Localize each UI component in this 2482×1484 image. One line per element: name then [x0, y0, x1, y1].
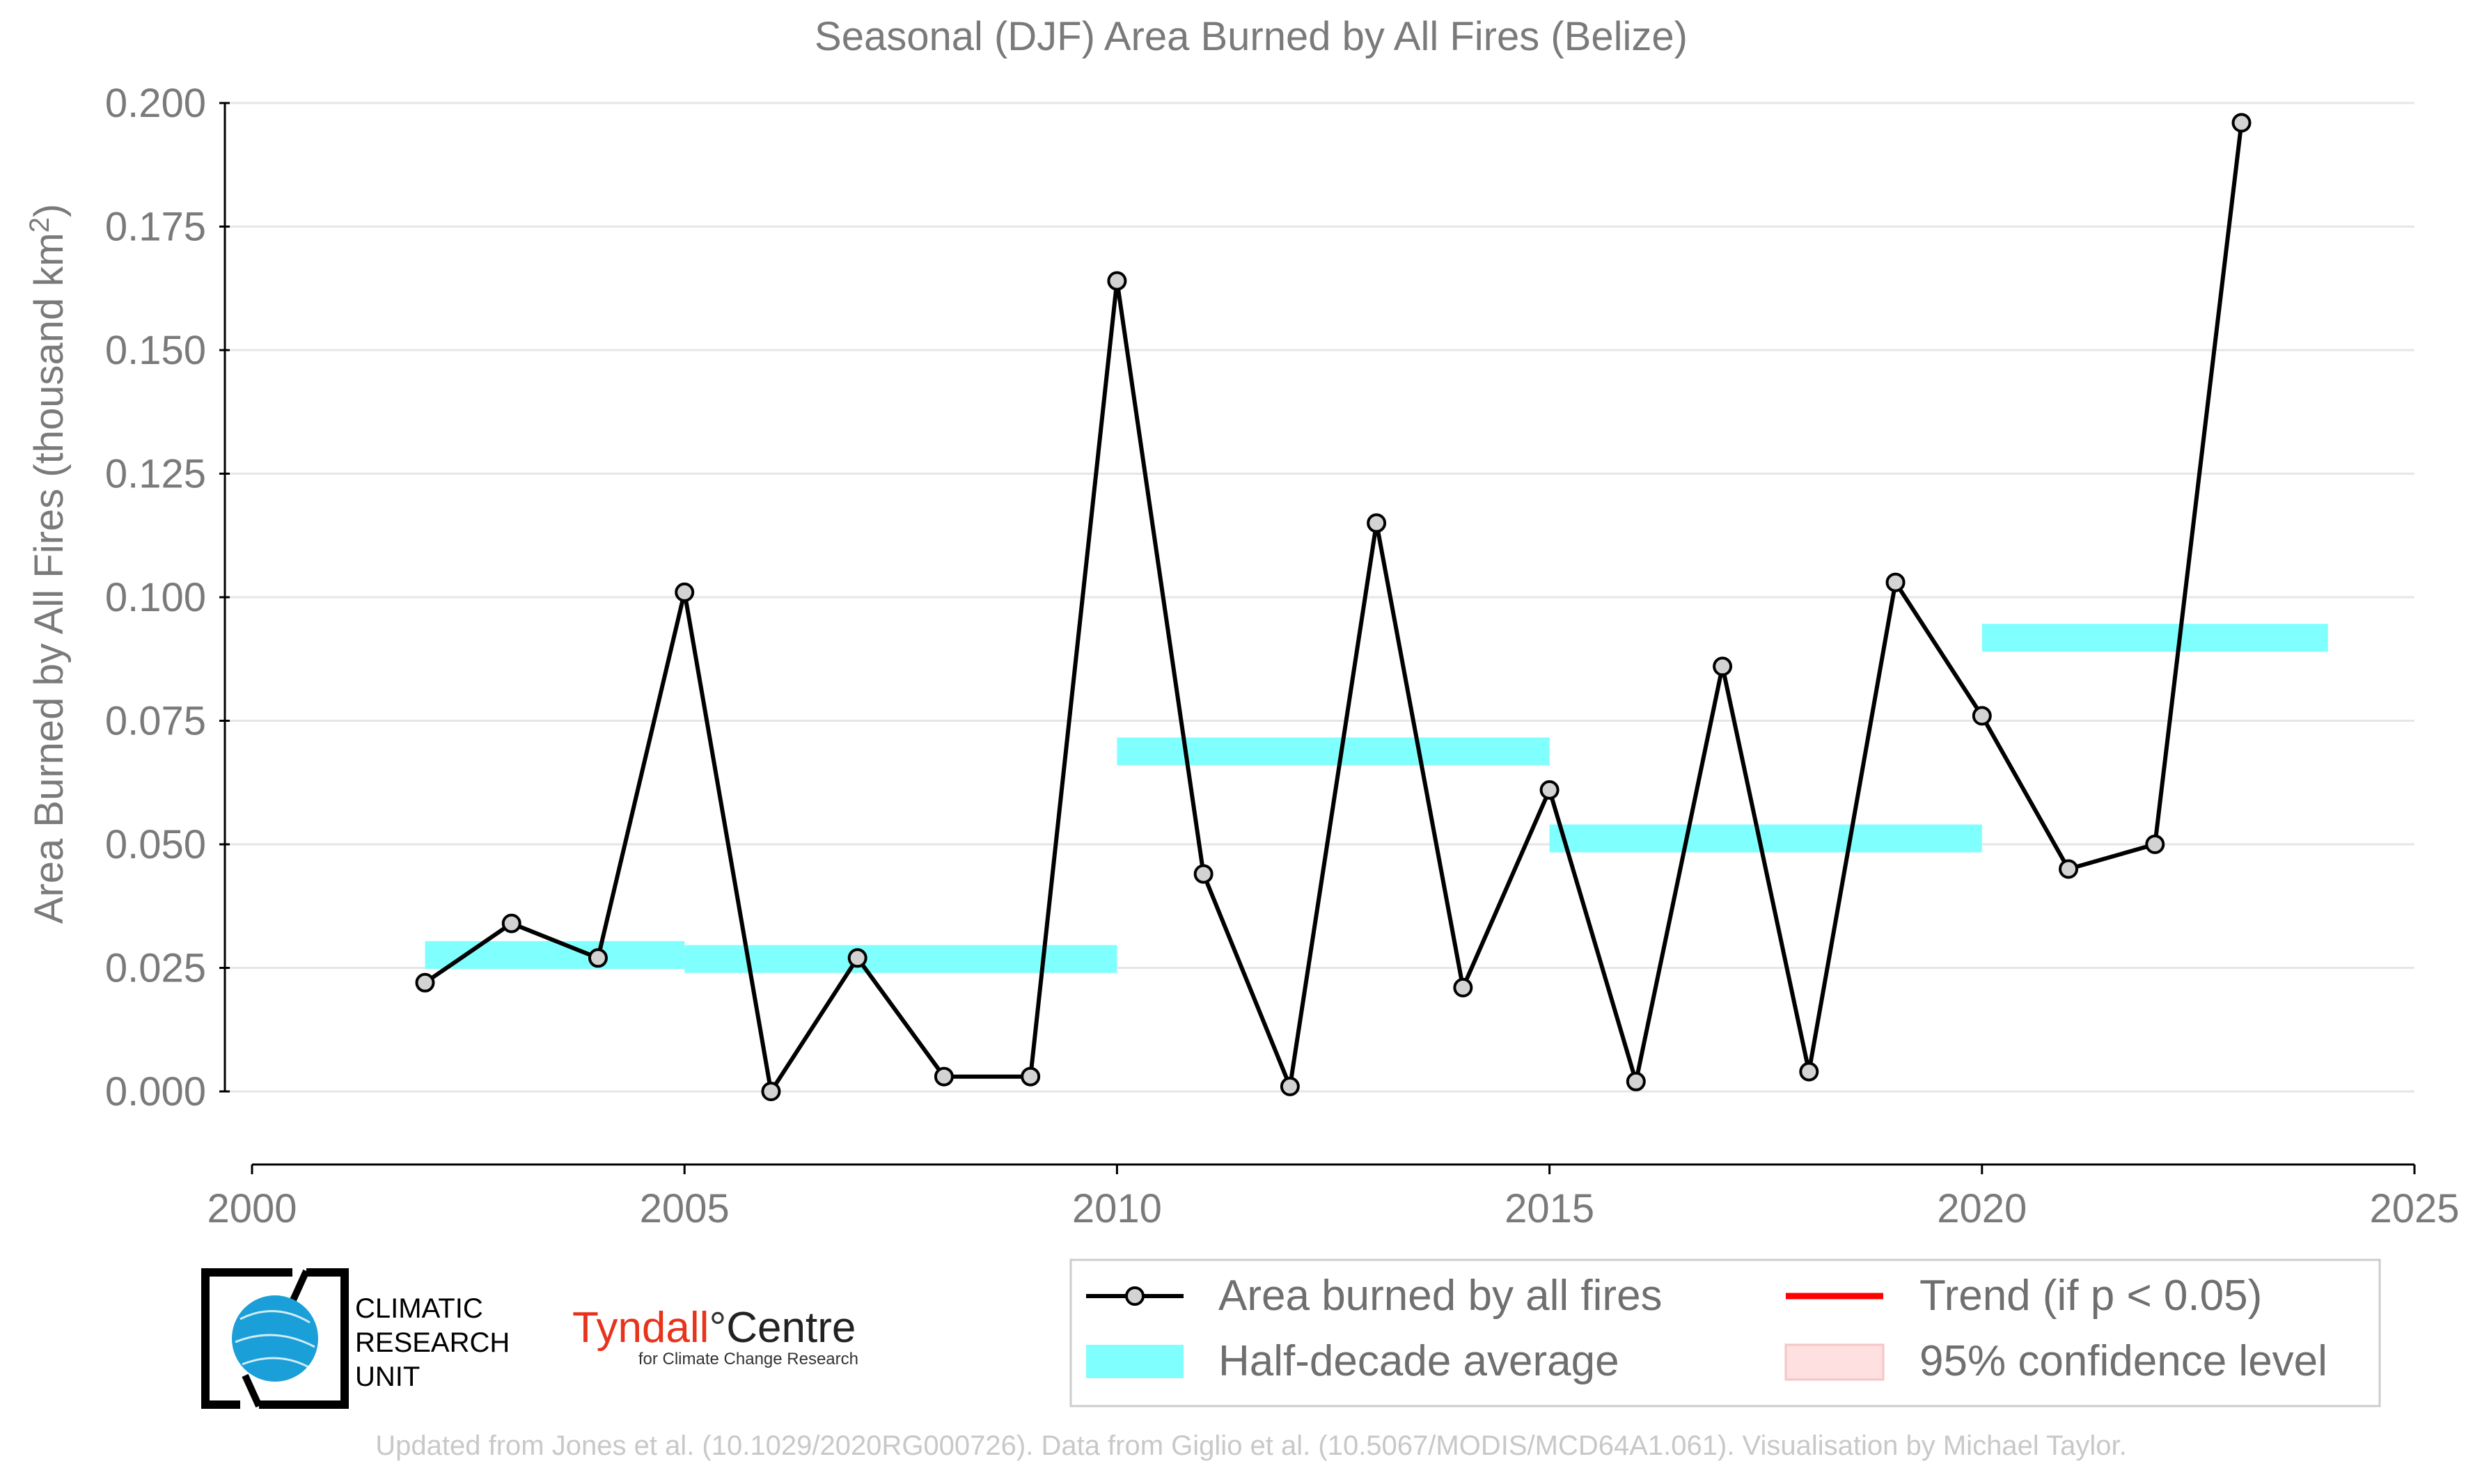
legend-marker-area-burned: [1125, 1286, 1145, 1306]
data-point-2020: [1972, 706, 1992, 726]
cru-label-1: CLIMATIC: [355, 1293, 483, 1324]
legend-label-area-burned: Area burned by all fires: [1218, 1272, 1663, 1320]
tyndall-subtitle: for Climate Change Research: [638, 1350, 858, 1368]
data-point-2016: [1626, 1071, 1646, 1091]
data-point-2021: [2059, 859, 2079, 879]
half-decade-band-3: [1549, 824, 1982, 853]
footer-credit: Updated from Jones et al. (10.1029/2020R…: [375, 1430, 2126, 1461]
half-decade-band-2: [1117, 737, 1550, 766]
legend-label-trend: Trend (if p < 0.05): [1919, 1272, 2262, 1320]
cru-label-2: RESEARCH: [355, 1327, 510, 1358]
x-tick-label-1: 2005: [640, 1186, 730, 1231]
data-point-2008: [934, 1066, 954, 1087]
y-axis-label-close: ): [26, 204, 72, 217]
x-tick-label-3: 2015: [1505, 1186, 1594, 1231]
y-tick-label-4: 0.100: [105, 575, 206, 620]
cru-logo-slash-top: [289, 1269, 310, 1304]
data-point-2015: [1539, 780, 1560, 800]
y-tick-label-7: 0.175: [105, 205, 206, 250]
data-point-2018: [1799, 1061, 1819, 1082]
series-area-burned: [415, 113, 2252, 1101]
y-tick-label-0: 0.000: [105, 1069, 206, 1114]
x-tick-label-2: 2010: [1072, 1186, 1162, 1231]
y-tick-label-3: 0.075: [105, 699, 206, 744]
y-axis-label: Area Burned by All Fires (thousand km2): [24, 204, 72, 924]
data-point-2017: [1713, 656, 1733, 677]
data-point-2006: [761, 1082, 781, 1101]
data-point-2007: [847, 948, 867, 968]
tyndall-black: Centre: [726, 1304, 856, 1352]
y-axis-label-main: Area Burned by All Fires (thousand km: [26, 232, 72, 924]
half-decade-band-4: [1981, 624, 2328, 652]
data-point-2010: [1107, 271, 1127, 291]
data-point-2012: [1280, 1076, 1300, 1096]
tyndall-degree: °: [709, 1304, 726, 1352]
half-decade-average-bands: [425, 624, 2328, 973]
y-tick-label-2: 0.050: [105, 822, 206, 867]
data-point-2005: [675, 582, 695, 602]
series-line-0: [423, 123, 2244, 1098]
x-tick-label-4: 2020: [1937, 1186, 2027, 1231]
x-tick-label-0: 2000: [207, 1186, 297, 1231]
tyndall-red: Tyndall: [572, 1304, 709, 1352]
legend: Area burned by all fires Trend (if p < 0…: [1069, 1258, 2381, 1407]
y-tick-label-5: 0.125: [105, 452, 206, 497]
tyndall-logo: Tyndall°Centre for Climate Change Resear…: [572, 1304, 858, 1368]
data-point-2013: [1367, 513, 1387, 533]
data-point-2011: [1193, 864, 1213, 884]
x-tick-label-5: 2025: [2369, 1186, 2459, 1231]
y-tick-label-1: 0.025: [105, 946, 206, 991]
tyndall-wordmark: Tyndall°Centre: [572, 1304, 856, 1352]
data-point-2002: [415, 972, 435, 993]
data-point-2014: [1453, 977, 1473, 997]
y-tick-label-6: 0.150: [105, 328, 206, 373]
globe-icon-lines: [235, 1310, 315, 1369]
data-point-2023: [2231, 113, 2252, 133]
data-point-2009: [1021, 1066, 1041, 1087]
cru-logo-frame: [201, 1268, 349, 1409]
y-axis-label-sup: 2: [24, 217, 55, 232]
legend-swatch-confidence: [1784, 1343, 1885, 1381]
legend-label-confidence: 95% confidence level: [1919, 1337, 2327, 1385]
data-point-2003: [501, 913, 521, 933]
legend-box: [1069, 1258, 2381, 1407]
y-axis: 0.000 0.025 0.050 0.075 0.100 0.125 0.150 0.175…: [105, 81, 230, 1114]
data-point-2019: [1885, 572, 1906, 592]
legend-swatch-half-decade: [1086, 1345, 1184, 1378]
x-axis: 2000 2005 2010 2015 2020 2025: [207, 1163, 2460, 1231]
cru-logo-slash-bottom: [242, 1373, 262, 1408]
cru-label-3: UNIT: [355, 1361, 420, 1392]
data-point-2022: [2145, 835, 2165, 854]
cru-logo: CLIMATIC RESEARCH UNIT: [201, 1268, 510, 1409]
y-tick-label-8: 0.200: [105, 81, 206, 126]
chart-title: Seasonal (DJF) Area Burned by All Fires …: [815, 14, 1688, 59]
data-point-2004: [588, 948, 608, 968]
legend-label-half-decade: Half-decade average: [1218, 1337, 1619, 1385]
